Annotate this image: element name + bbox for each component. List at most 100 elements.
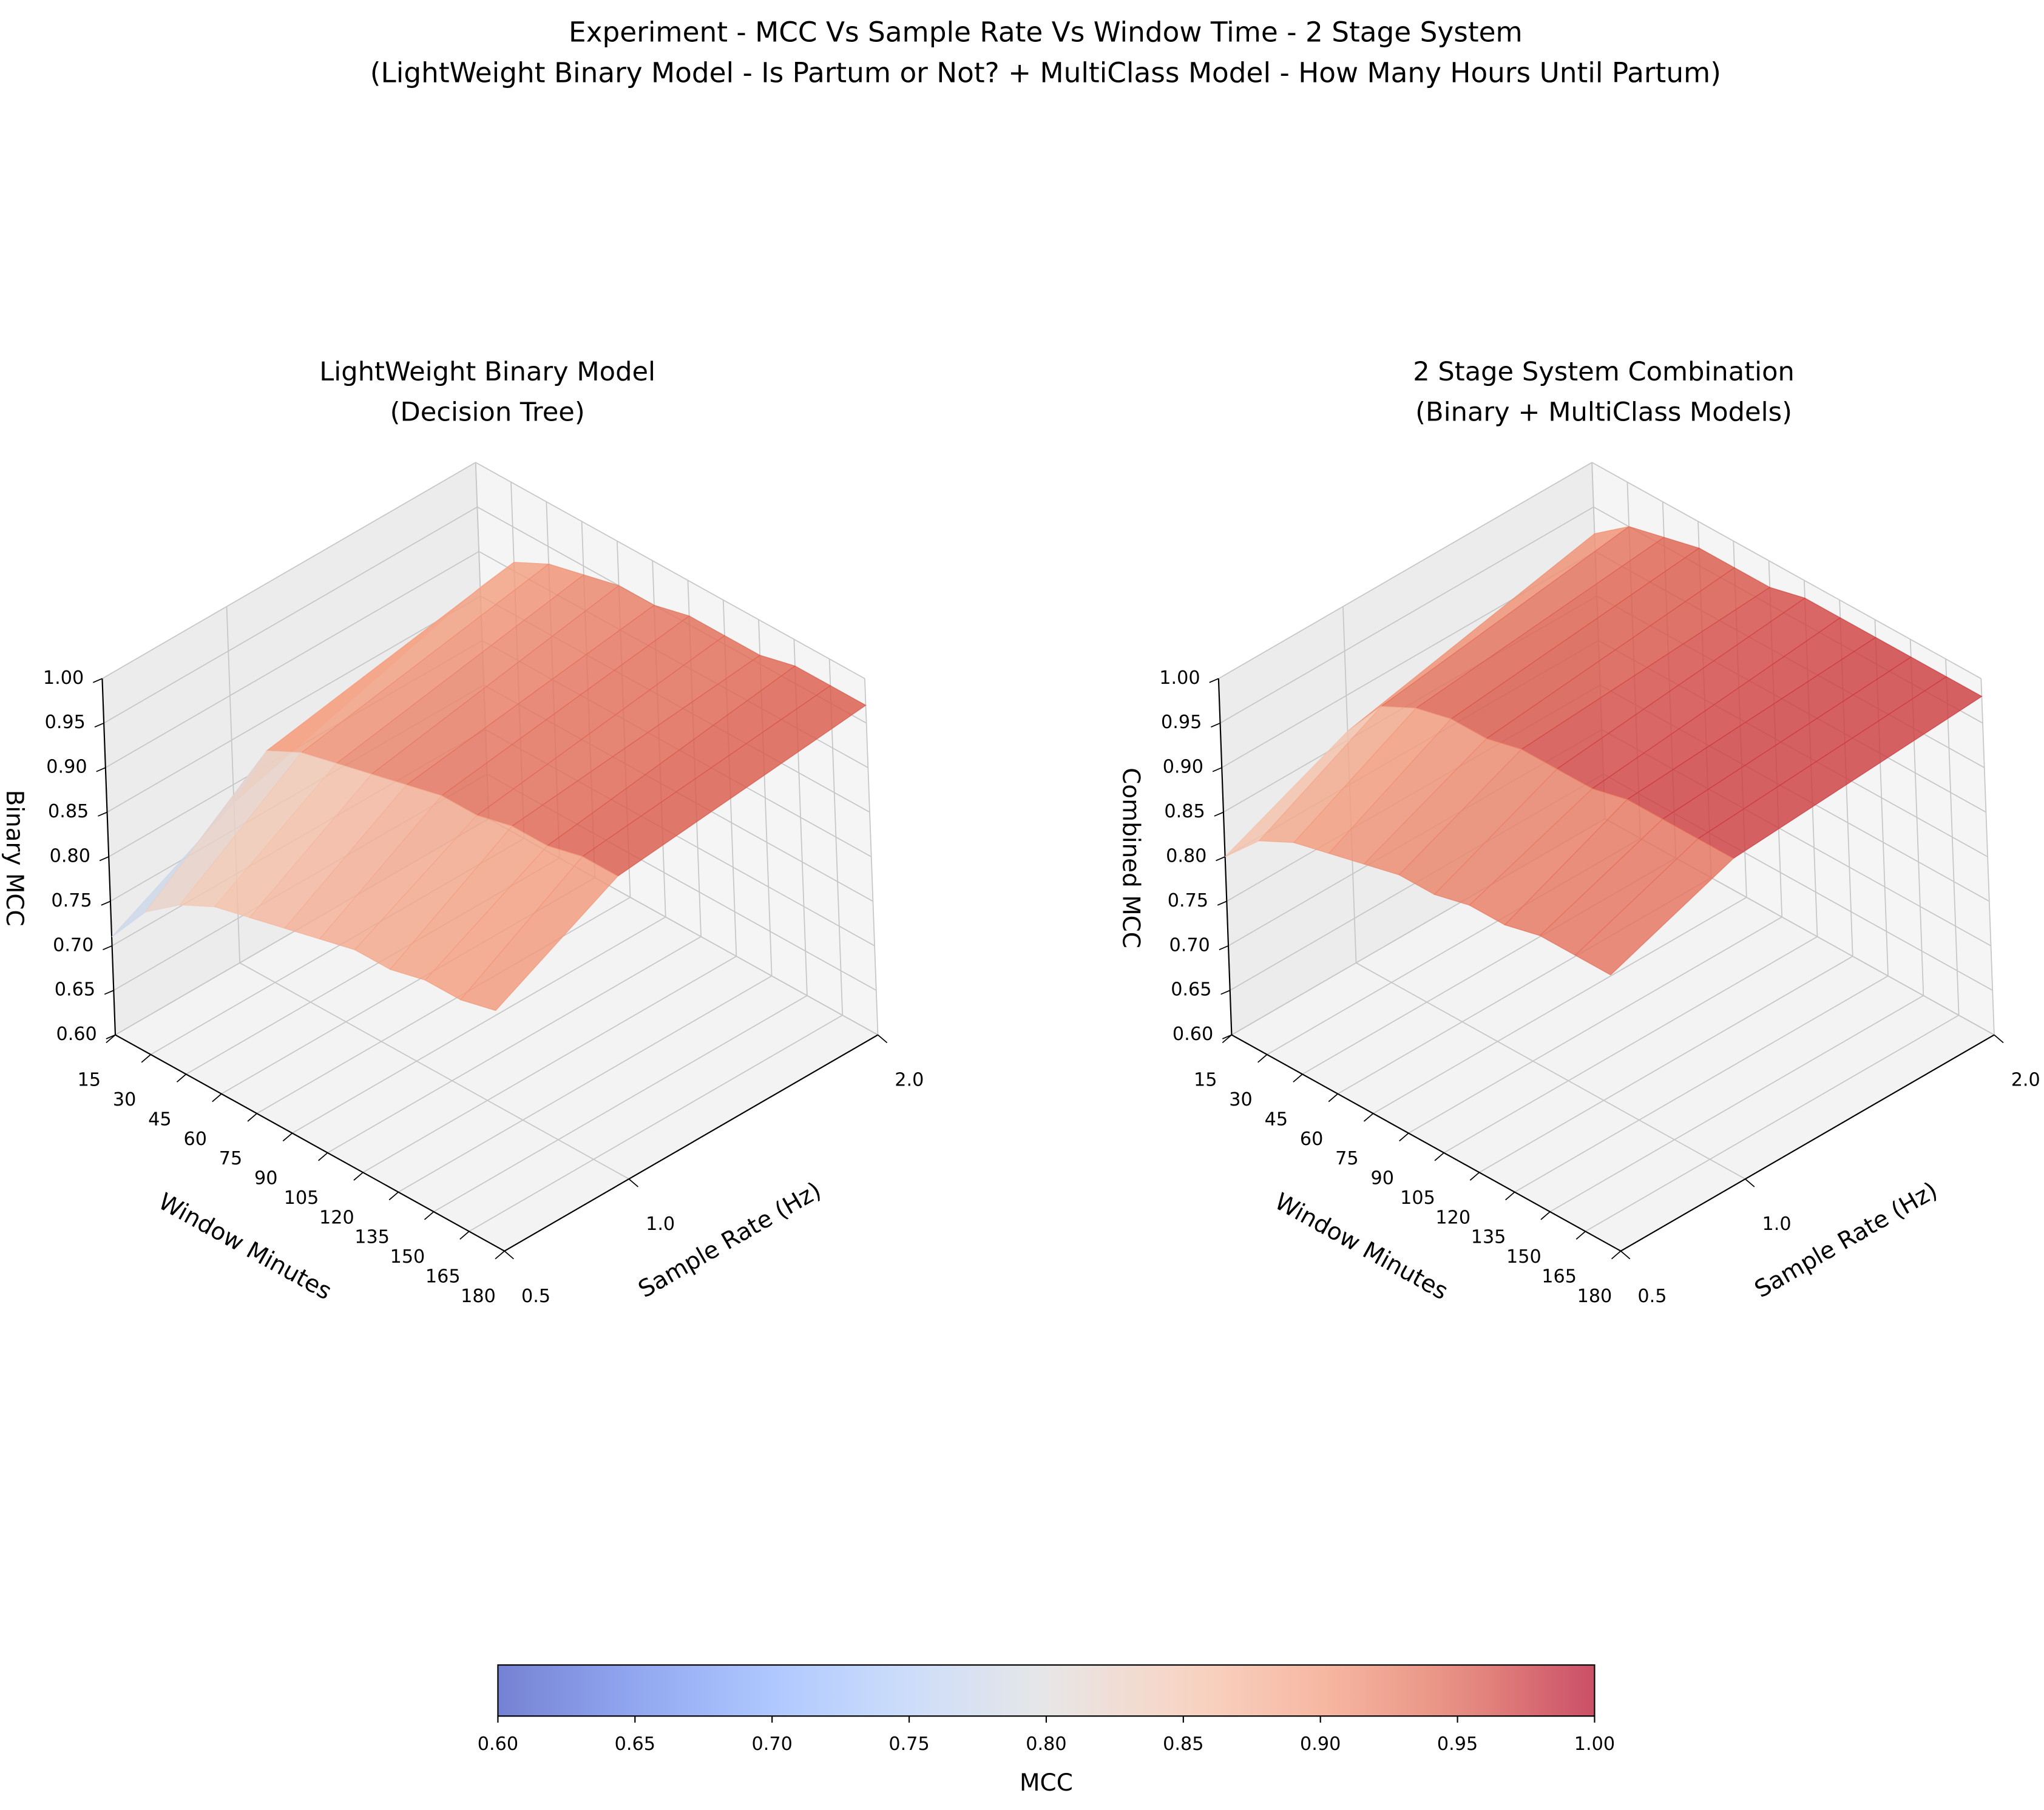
y-tick-label: 1.0 [1762,1214,1792,1235]
z-tick [1212,767,1222,772]
z-tick [1222,1034,1232,1039]
z-tick [92,678,103,683]
x-tick [282,1132,293,1142]
x-tick [1222,1034,1232,1044]
colorbar-tick-label: 0.95 [1437,1734,1478,1755]
x-tick-label: 30 [113,1089,136,1110]
colorbar-tick-label: 0.80 [1026,1734,1066,1755]
x-tick [1363,1113,1374,1122]
z-tick-label: 0.95 [45,712,86,733]
figure-subtitle: (LightWeight Binary Model - Is Partum or… [370,57,1721,89]
x-tick-label: 135 [1471,1227,1506,1248]
z-tick [99,856,109,862]
y-tick [504,1251,514,1260]
x-tick [459,1231,470,1240]
z-tick-label: 0.85 [1164,801,1205,822]
grid-line [1514,975,1889,1193]
z-tick-label: 0.90 [46,757,87,778]
z-tick-label: 0.80 [50,845,90,866]
x-tick [495,1251,505,1260]
x-tick [176,1073,187,1082]
x-tick-label: 105 [1400,1187,1435,1209]
surface-facet [1574,838,1734,976]
x-tick-label: 165 [425,1266,461,1287]
y-tick-label: 0.5 [1637,1286,1667,1307]
x-tick-label: 150 [390,1246,425,1268]
colorbar-tick-label: 0.90 [1300,1734,1341,1755]
y-axis-label: Sample Rate (Hz) [634,1177,825,1304]
grid-line [1373,897,1747,1114]
grid-line [433,995,808,1212]
x-tick-label: 15 [1194,1070,1217,1091]
grid-line [101,462,476,680]
axis-line [1231,1034,1622,1252]
axis-line [115,1034,505,1252]
x-tick [1540,1211,1551,1220]
x-tick-label: 90 [254,1168,277,1189]
x-tick-label: 180 [461,1286,496,1307]
grid-line [398,975,773,1193]
z-tick-label: 0.80 [1166,845,1206,866]
grid-line [103,506,478,724]
z-tick-label: 1.00 [43,667,84,689]
z-tick [1216,856,1225,862]
z-tick [1217,900,1227,906]
x-tick-label: 180 [1577,1286,1613,1307]
z-tick [1220,990,1231,995]
y-tick-label: 0.5 [521,1286,550,1307]
grid-line [475,462,865,680]
z-tick [96,767,106,772]
surface-facet [459,856,618,1011]
colorbar-tick-label: 1.00 [1574,1734,1615,1755]
z-tick [1211,722,1220,728]
x-tick [106,1034,116,1044]
x-tick-label: 75 [219,1148,242,1169]
z-tick [104,990,114,995]
grid-line [1585,1015,1960,1232]
y-tick [1994,1034,2004,1044]
y-tick-label: 2.0 [2011,1070,2040,1091]
x-tick-label: 45 [1265,1109,1288,1130]
x-tick-label: 105 [284,1187,319,1209]
z-tick [1209,678,1219,683]
z-tick-label: 0.70 [53,934,93,956]
colorbar [497,1664,1596,1717]
x-tick [1328,1093,1338,1103]
colorbar-label: MCC [1020,1769,1073,1797]
z-tick-label: 0.75 [51,890,92,911]
x-tick-label: 30 [1229,1089,1252,1110]
y-tick-label: 1.0 [646,1214,675,1235]
x-tick [318,1152,328,1161]
x-tick [1293,1073,1303,1082]
x-tick-label: 165 [1541,1266,1577,1287]
panel-subtitle: (Binary + MultiClass Models) [1415,397,1792,428]
y-tick [628,1178,638,1187]
z-tick-label: 1.00 [1159,667,1200,689]
axis-line [101,678,117,1035]
x-tick [1611,1251,1622,1260]
grid-line [256,897,631,1114]
z-tick [106,1034,116,1039]
pane-floor [1231,819,1994,1251]
grid-line [1591,462,1981,680]
grid-line [292,916,666,1134]
grid-line [1549,995,1924,1212]
grid-line [327,936,702,1153]
grid-line [1443,936,1818,1153]
x-tick [424,1211,435,1220]
grid-line [107,595,481,813]
z-tick [98,811,107,817]
grid-line [105,551,479,768]
x-tick-label: 15 [78,1070,101,1091]
z-tick-label: 0.65 [1171,979,1211,1001]
x-tick-label: 150 [1506,1246,1541,1268]
grid-line [469,1015,843,1232]
grid-line [239,962,629,1180]
x-tick [1505,1191,1515,1201]
x-tick [1469,1172,1480,1181]
y-tick [1620,1251,1631,1260]
x-tick [212,1093,222,1103]
axis-line [1620,1034,1995,1252]
